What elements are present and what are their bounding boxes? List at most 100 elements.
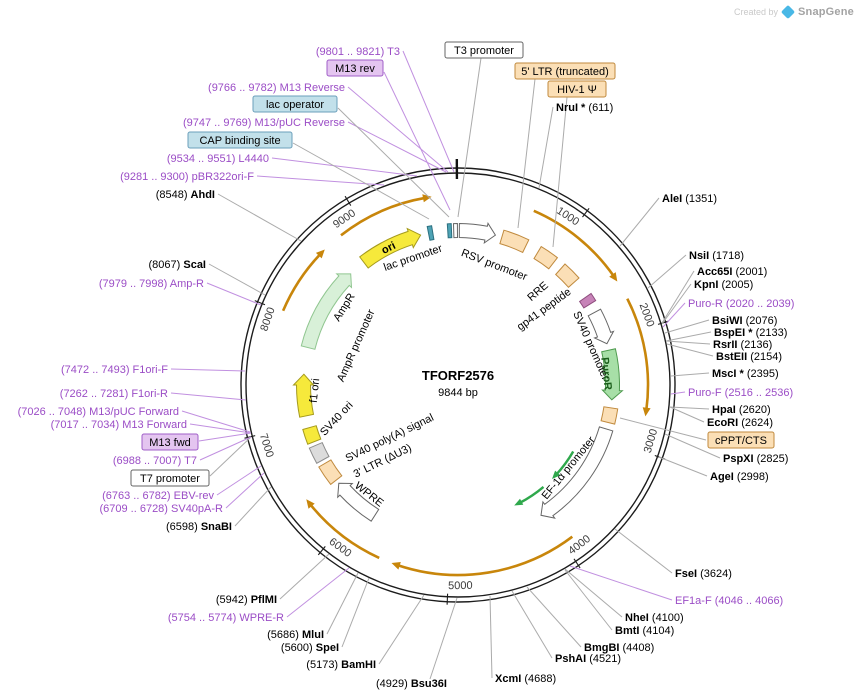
transcript-arrow-head [552,470,561,479]
site-kpni-leader [661,283,692,325]
t3-promoter-feature [452,222,459,239]
ori-label: ori [380,240,398,257]
site-pshai: PshAI (4521) [555,653,621,665]
feature-layer [292,221,624,522]
primer-m13-reverse-leader [347,86,449,173]
site-bsteii-leader [666,343,714,357]
site-ecori-leader [669,406,705,423]
site-scai: (8067) ScaI [149,259,207,271]
site-nrui: NruI * (611) [556,102,613,114]
site-bamhi-leader [378,594,425,665]
watermark-created-by: Created by [733,7,778,17]
sv40-ori-feature [302,425,322,445]
label-t3-promoter: T3 promoter [454,45,514,57]
label-t7-promoter-leader [209,436,252,477]
site-bsu36i: (4929) Bsu36I [376,678,447,690]
primer-m13-forward: (7017 .. 7034) M13 Forward [51,419,187,431]
label-cap-binding-site-leader [292,142,430,220]
site-bspei: BspEI * (2133) [714,327,787,339]
site-scai-leader [208,263,266,296]
primer-f1ori-r: (7262 .. 7281) F1ori-R [60,388,168,400]
site-snabi: (6598) SnaBI [166,521,232,533]
site-snabi-leader [234,486,272,527]
primer-l4440: (9534 .. 9551) L4440 [167,153,269,165]
primer-pbr322ori-f: (9281 .. 9300) pBR322ori-F [120,171,254,183]
label-5ltr-truncated-box [514,62,616,80]
primer-m13-forward-leader [189,423,252,434]
label-cap-binding-site: CAP binding site [199,135,280,147]
wpre-feature [337,482,380,522]
orf-arrow [626,298,650,411]
site-rsrii-leader [665,340,711,345]
primer-m13-reverse: (9766 .. 9782) M13 Reverse [208,82,345,94]
orf-arrow-head [306,499,315,509]
site-mlui: (5686) MluI [267,629,324,641]
puror-feature [601,348,624,401]
orf-arc-layer [281,194,651,577]
rsv-promoter-label: RSV promoter [459,247,529,283]
hiv1-psi-feature [533,245,559,270]
primer-pbr322ori-f-leader [256,175,385,186]
site-rsrii: RsrII (2136) [713,339,772,351]
label-cppt-cts: cPPT/CTS [715,435,767,447]
primer-ef1a-f-leader [569,565,673,601]
primer-ebv-rev: (6763 .. 6782) EBV-rev [102,490,214,502]
site-nsii-leader [647,254,687,289]
label-5ltr-truncated-leader [517,78,536,229]
tick-mark [344,195,352,206]
label-hiv1-psi-leader [552,96,568,248]
site-label-layer: NruI * (611) AleI (1351) NsiI (1718) Acc65I… [18,41,794,690]
site-pflmi: (5942) PflMI [216,594,277,606]
tick-mark [582,207,590,218]
primer-t3-leader [402,50,455,173]
primer-wpre-r: (5754 .. 5774) WPRE-R [168,612,284,624]
tick-label: 4000 [566,533,593,557]
label-5ltr-truncated: 5' LTR (truncated) [521,66,608,78]
site-acc65i-leader [661,270,695,324]
cppt-cts-feature [600,406,619,425]
site-bmti: BmtI (4104) [615,625,674,637]
transcript-arrow-head [514,498,524,506]
plasmid-size: 9844 bp [438,387,478,399]
label-t7-promoter-box [130,469,210,487]
site-xcmi: XcmI (4688) [495,673,556,685]
site-fsei: FseI (3624) [675,568,732,580]
site-bspei-leader [665,331,712,342]
label-hiv1-psi: HIV-1 Ψ [557,84,597,96]
ltr3-du3-feature [318,459,343,486]
primer-m13-puc-reverse-leader [347,121,447,173]
tick-mark [244,435,256,439]
leader-line-layer [170,50,721,680]
primer-puro-r: Puro-R (2020 .. 2039) [688,298,794,310]
site-agei: AgeI (2998) [710,471,769,483]
orf-arrow-head [422,194,432,203]
orf-arrow-head [391,562,401,570]
orf-arrow-head [642,407,651,417]
primer-f1ori-r-leader [170,392,247,401]
site-alei-leader [619,197,660,247]
site-bsiwi: BsiWI (2076) [712,315,777,327]
site-ahdi: (8548) AhdI [156,189,215,201]
site-spei-leader [341,577,370,648]
tick-label: 5000 [448,580,473,592]
site-bmgbi: BmgBI (4408) [584,642,654,654]
site-hpai: HpaI (2620) [712,404,771,416]
ori-feature [358,227,422,269]
lac-operator-feature [446,223,453,239]
site-mlui-leader [326,572,359,635]
site-pshai-leader [511,590,553,659]
label-m13-fwd-box [141,433,199,451]
primer-sv40pa-r-leader [225,472,265,509]
label-m13-rev: M13 rev [335,63,375,75]
puror-label: PuroR [598,357,613,391]
f1-ori-label: f1 ori [308,378,322,404]
site-bsiwi-leader [664,319,710,334]
orf-arrow-head [315,249,325,259]
label-cppt-cts-leader [619,417,707,441]
label-m13-fwd: M13 fwd [149,437,191,449]
primer-amp-r: (7979 .. 7998) Amp-R [99,278,204,290]
site-xcmi-leader [489,595,493,679]
primer-ef1a-f: EF1a-F (4046 .. 4066) [675,595,783,607]
label-cppt-cts-box [707,431,775,449]
primer-m13-puc-forward-leader [181,410,251,433]
